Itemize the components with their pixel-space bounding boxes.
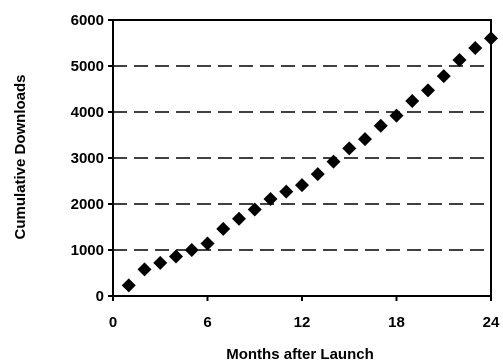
data-point-8 xyxy=(232,211,246,226)
data-point-2 xyxy=(137,262,152,277)
data-point-12 xyxy=(295,178,309,193)
data-point-19 xyxy=(405,93,420,108)
x-tick-label-24: 24 xyxy=(483,314,500,331)
x-tick-label-0: 0 xyxy=(109,314,117,331)
data-point-1 xyxy=(121,278,136,293)
data-point-24 xyxy=(484,31,498,46)
data-point-22 xyxy=(452,53,467,68)
y-tick-label-1000: 1000 xyxy=(71,242,104,259)
data-point-16 xyxy=(358,132,372,147)
data-point-18 xyxy=(389,108,404,123)
data-point-20 xyxy=(421,83,435,98)
data-point-23 xyxy=(468,41,483,56)
data-point-7 xyxy=(216,221,231,236)
y-tick-label-6000: 6000 xyxy=(71,12,104,29)
data-point-15 xyxy=(342,141,357,156)
data-point-5 xyxy=(184,243,199,257)
data-point-17 xyxy=(373,118,388,133)
x-axis-title: Months after Launch xyxy=(226,346,374,363)
y-axis-title: Cumulative Downloads xyxy=(12,74,29,239)
x-tick-label-18: 18 xyxy=(388,314,405,331)
data-point-10 xyxy=(263,191,278,206)
data-point-9 xyxy=(247,202,262,217)
x-tick-label-6: 6 xyxy=(203,314,211,331)
y-tick-label-0: 0 xyxy=(96,288,104,305)
data-point-6 xyxy=(200,236,215,251)
y-tick-label-5000: 5000 xyxy=(71,58,104,75)
data-point-3 xyxy=(153,255,168,270)
data-point-4 xyxy=(169,249,183,264)
y-tick-label-4000: 4000 xyxy=(71,104,104,121)
data-point-13 xyxy=(310,167,325,182)
y-tick-label-3000: 3000 xyxy=(71,150,104,167)
x-tick-label-12: 12 xyxy=(294,314,311,331)
data-points xyxy=(121,31,498,293)
data-point-11 xyxy=(279,184,294,199)
y-tick-label-2000: 2000 xyxy=(71,196,104,213)
data-point-21 xyxy=(436,69,451,84)
data-point-14 xyxy=(326,154,341,169)
ticks: 0 1000 2000 3000 4000 5000 6000 0 6 12 18 24 xyxy=(71,12,500,331)
gridlines xyxy=(113,19,491,251)
